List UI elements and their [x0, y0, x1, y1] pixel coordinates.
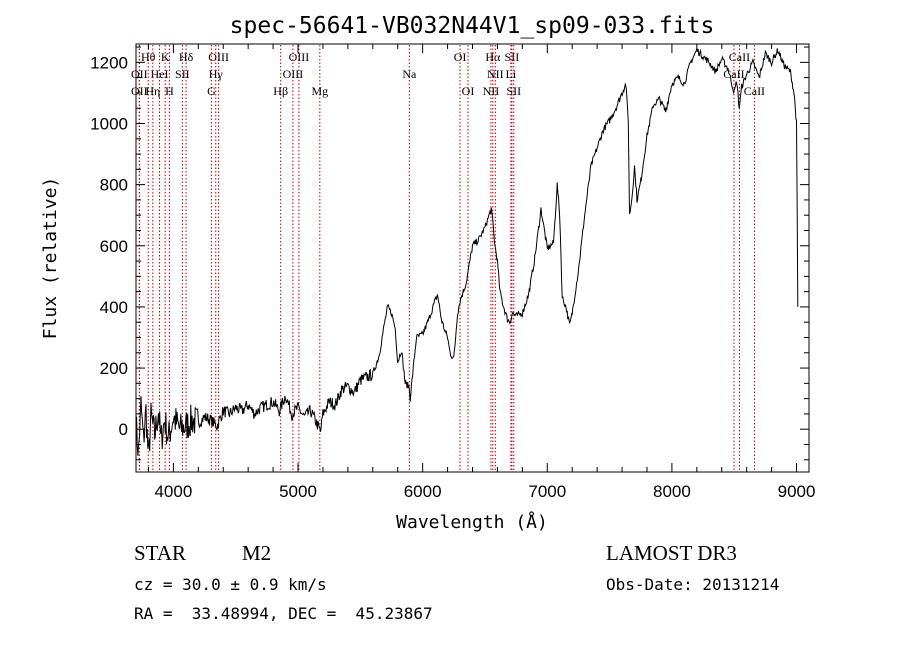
marker-label-5: OI: [454, 50, 467, 64]
marker-label-7: SII: [505, 50, 520, 64]
marker-label-17: CaII: [723, 67, 744, 81]
x-tick-label-3: 7000: [528, 482, 566, 501]
x-tick-label-1: 5000: [279, 482, 317, 501]
marker-label-13: OIII: [283, 67, 304, 81]
axis-ticks: 4000 5000 6000 7000 8000 9000 0 200 400 600 800 100…: [90, 44, 815, 501]
x-tick-label-2: 6000: [404, 482, 442, 501]
marker-label-2: Hδ: [179, 50, 194, 64]
marker-label-21: G: [207, 84, 216, 98]
spectrum-layer: [135, 48, 799, 456]
marker-label-26: SII: [506, 84, 521, 98]
survey-name: LAMOST DR3: [606, 541, 737, 565]
y-tick-label-2: 400: [100, 298, 128, 317]
marker-label-12: Hγ: [209, 67, 224, 81]
object-type: STAR: [134, 541, 186, 565]
marker-label-10: HeI: [151, 67, 169, 81]
obs-date: Obs-Date: 20131214: [606, 575, 779, 594]
line-markers: Hθ K Hδ OIII OIII OI Hα SII CaII OII HeI SII Hγ OIII N…: [131, 45, 765, 471]
marker-label-4: OIII: [289, 50, 310, 64]
marker-label-0: Hθ: [141, 50, 156, 64]
marker-label-14: Na: [402, 67, 417, 81]
marker-label-20: H: [165, 84, 174, 98]
marker-label-3: OIII: [208, 50, 229, 64]
y-tick-label-5: 1000: [90, 114, 128, 133]
marker-label-19: Hη: [145, 84, 160, 98]
spectrum-line: [135, 48, 799, 456]
x-tick-label-0: 4000: [154, 482, 192, 501]
x-tick-label-5: 9000: [778, 482, 816, 501]
y-tick-label-0: 0: [119, 420, 128, 439]
marker-label-1: K: [161, 50, 170, 64]
marker-label-6: Hα: [485, 50, 501, 64]
marker-label-8: CaII: [729, 50, 750, 64]
marker-label-16: Li: [506, 67, 517, 81]
y-tick-label-4: 800: [100, 176, 128, 195]
y-tick-label-3: 600: [100, 237, 128, 256]
y-axis-label: Flux (relative): [40, 177, 61, 340]
marker-label-22: Hβ: [273, 84, 288, 98]
y-tick-label-1: 200: [100, 359, 128, 378]
marker-label-15: NII: [487, 67, 504, 81]
x-tick-label-4: 8000: [653, 482, 691, 501]
object-subclass: M2: [242, 541, 271, 565]
marker-label-23: Mg: [311, 84, 328, 98]
coordinates: RA = 33.48994, DEC = 45.23867: [134, 604, 433, 623]
redshift-text: cz = 30.0 ± 0.9 km/s: [134, 575, 327, 594]
x-axis-label: Wavelength (Å): [396, 511, 548, 533]
marker-label-24: OI: [462, 84, 475, 98]
marker-label-18: OII: [131, 84, 148, 98]
chart-title: spec-56641-VB032N44V1_sp09-033.fits: [230, 13, 715, 39]
marker-label-11: SII: [175, 67, 190, 81]
marker-label-25: NII: [483, 84, 500, 98]
marker-label-27: CaII: [744, 84, 765, 98]
y-tick-label-6: 1200: [90, 53, 128, 72]
